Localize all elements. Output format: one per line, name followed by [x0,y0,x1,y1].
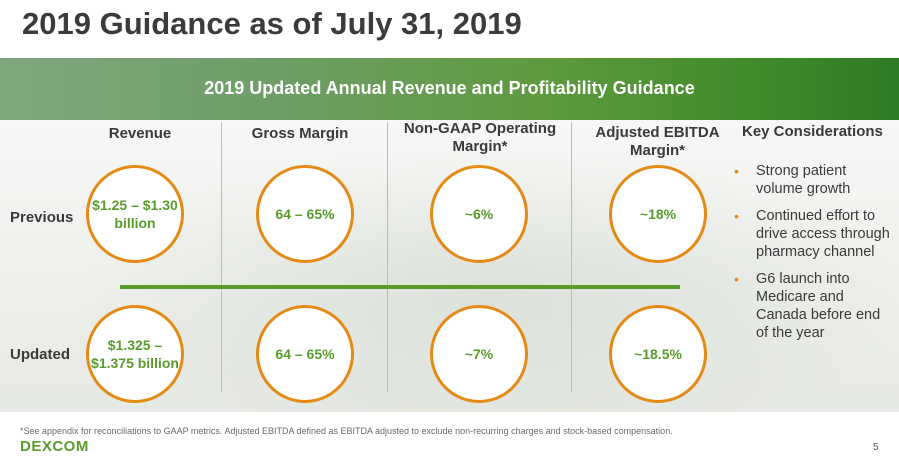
updated-operating-margin-value: ~7% [430,305,528,403]
row-separator [120,285,680,289]
previous-gross-margin-value: 64 – 65% [256,165,354,263]
column-header-gross-margin: Gross Margin [251,125,349,142]
bullet-icon: • [734,208,739,224]
row-label-previous: Previous [10,209,74,226]
key-considerations-title: Key Considerations [742,123,883,140]
guidance-banner [0,58,899,120]
previous-operating-margin-value: ~6% [430,165,528,263]
column-header-revenue: Revenue [108,125,172,142]
column-header-adjusted-ebitda-margin: Adjusted EBITDA Margin* [595,124,720,159]
consideration-text: G6 launch into Medicare and Canada befor… [756,271,881,341]
row-label-updated: Updated [10,346,70,363]
key-considerations-list: • Strong patient volume growth • Continued… [734,162,894,351]
list-item: • Strong patient volume growth [734,162,894,198]
bullet-icon: • [734,163,739,179]
bullet-icon: • [734,271,739,287]
banner-title: 2019 Updated Annual Revenue and Profitab… [204,78,695,98]
consideration-text: Strong patient volume growth [756,163,851,197]
updated-revenue-value: $1.325 – $1.375 billion [86,305,184,403]
column-divider [571,122,572,392]
updated-ebitda-margin-value: ~18.5% [609,305,707,403]
updated-gross-margin-value: 64 – 65% [256,305,354,403]
column-header-non-gaap-operating-margin: Non-GAAP Operating Margin* [403,120,557,155]
consideration-text: Continued effort to drive access through… [756,208,890,260]
footnote: *See appendix for reconciliations to GAA… [20,426,673,436]
list-item: • Continued effort to drive access throug… [734,207,894,261]
page-number: 5 [873,442,879,453]
dexcom-logo: DEXCOM [20,438,89,455]
previous-revenue-value: $1.25 – $1.30 billion [86,165,184,263]
slide-title: 2019 Guidance as of July 31, 2019 [22,6,522,41]
column-divider [387,122,388,392]
previous-ebitda-margin-value: ~18% [609,165,707,263]
list-item: • G6 launch into Medicare and Canada befo… [734,270,894,342]
column-divider [221,122,222,392]
